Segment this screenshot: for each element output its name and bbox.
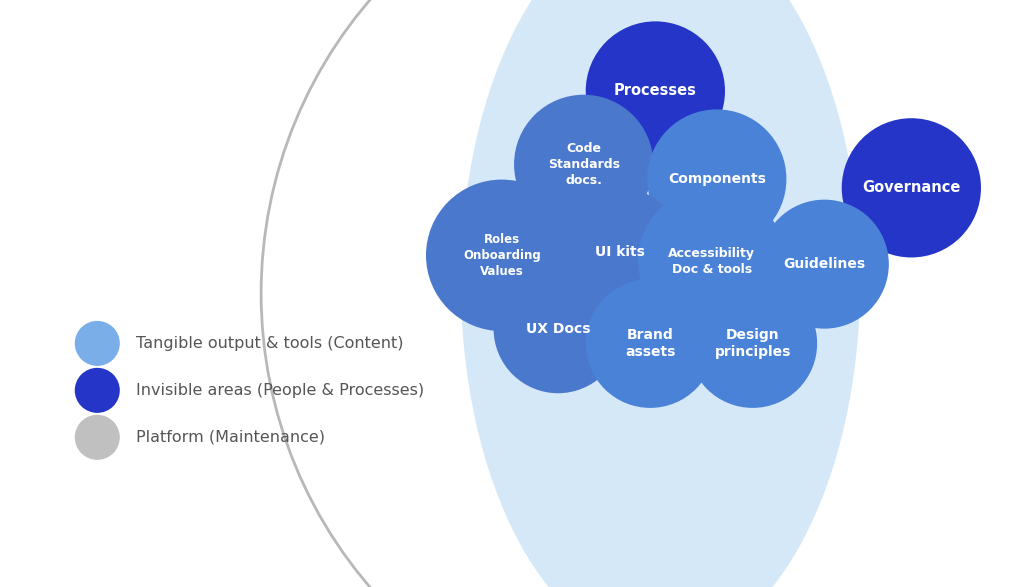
Text: Accessibility
Doc & tools: Accessibility Doc & tools xyxy=(669,247,755,276)
Text: Code
Standards
docs.: Code Standards docs. xyxy=(548,142,620,187)
Text: Platform (Maintenance): Platform (Maintenance) xyxy=(136,430,326,445)
Text: Governance: Governance xyxy=(862,180,961,195)
Text: Brand
assets: Brand assets xyxy=(625,328,676,359)
Ellipse shape xyxy=(638,187,785,335)
Ellipse shape xyxy=(555,188,684,317)
Text: Design
principles: Design principles xyxy=(715,328,791,359)
Ellipse shape xyxy=(75,415,120,460)
Ellipse shape xyxy=(75,321,120,366)
Text: Components: Components xyxy=(668,172,766,186)
Ellipse shape xyxy=(688,279,817,408)
Text: Roles
Onboarding
Values: Roles Onboarding Values xyxy=(463,233,541,278)
Ellipse shape xyxy=(647,109,786,249)
Ellipse shape xyxy=(75,368,120,413)
Ellipse shape xyxy=(586,21,725,161)
Text: UI kits: UI kits xyxy=(595,245,644,259)
Ellipse shape xyxy=(842,118,981,258)
Ellipse shape xyxy=(461,0,860,587)
Text: UX Docs: UX Docs xyxy=(526,322,590,336)
Ellipse shape xyxy=(586,279,715,408)
Text: Tangible output & tools (Content): Tangible output & tools (Content) xyxy=(136,336,403,351)
Text: Guidelines: Guidelines xyxy=(783,257,865,271)
Text: Invisible areas (People & Processes): Invisible areas (People & Processes) xyxy=(136,383,424,398)
Ellipse shape xyxy=(514,95,653,234)
Ellipse shape xyxy=(426,180,578,331)
Text: Processes: Processes xyxy=(614,83,696,99)
Ellipse shape xyxy=(494,264,623,393)
Ellipse shape xyxy=(261,0,1024,587)
Ellipse shape xyxy=(760,200,889,329)
